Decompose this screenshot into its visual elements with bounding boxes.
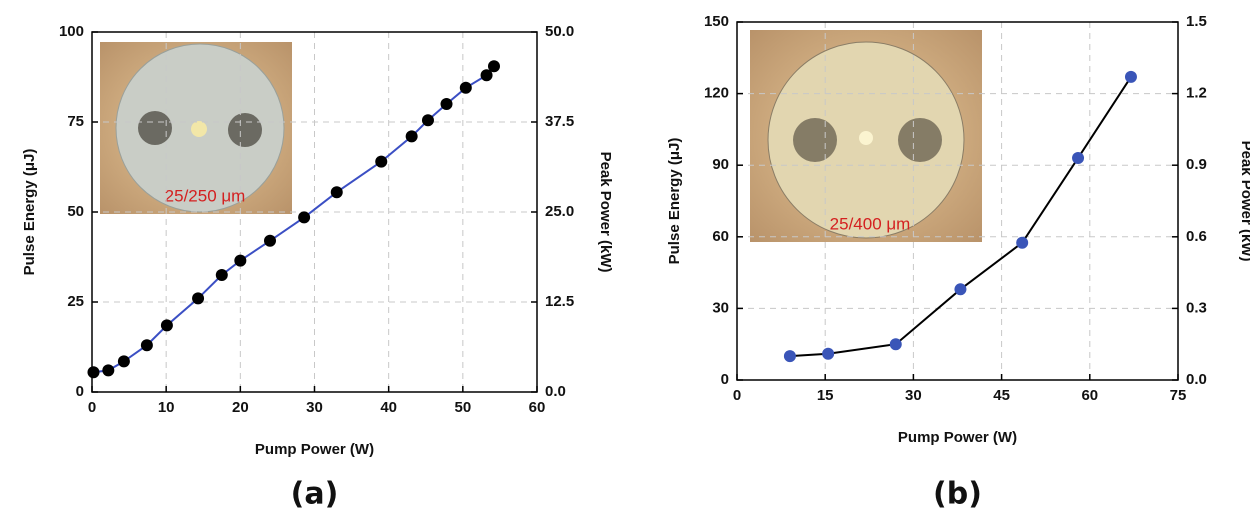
x-tick-label: 40 <box>380 399 397 416</box>
data-point <box>889 338 902 351</box>
y2-tick-label: 0.6 <box>1186 228 1207 245</box>
inset-a: 25/250 μm <box>100 42 292 214</box>
y2-axis-label: Peak Power (kW) <box>1238 141 1250 262</box>
data-point <box>1124 70 1137 83</box>
y2-tick-label: 37.5 <box>545 113 574 130</box>
y2-tick-label: 0.9 <box>1186 156 1207 173</box>
y-tick-label: 90 <box>712 156 729 173</box>
y-tick-label: 50 <box>67 203 84 220</box>
data-point <box>421 114 434 127</box>
caption: (a) <box>291 477 339 512</box>
y-tick-label: 60 <box>712 228 729 245</box>
x-tick-label: 30 <box>306 399 323 416</box>
inset-label: 25/400 μm <box>830 214 911 233</box>
caption: (b) <box>933 477 982 512</box>
y-tick-label: 25 <box>67 293 84 310</box>
data-point <box>783 350 796 363</box>
x-tick-label: 60 <box>1081 387 1098 404</box>
y2-tick-label: 12.5 <box>545 293 574 310</box>
x-tick-label: 0 <box>733 387 741 404</box>
x-tick-label: 30 <box>905 387 922 404</box>
y2-tick-label: 0.3 <box>1186 299 1207 316</box>
y2-tick-label: 0.0 <box>545 383 566 400</box>
inset-label: 25/250 μm <box>165 186 246 205</box>
y-tick-label: 100 <box>59 23 84 40</box>
data-point <box>1072 152 1085 165</box>
x-tick-label: 60 <box>529 399 546 416</box>
x-tick-label: 10 <box>158 399 175 416</box>
x-axis-label: Pump Power (W) <box>255 441 374 458</box>
data-point <box>140 339 153 352</box>
data-point <box>480 69 493 82</box>
data-point <box>264 234 276 247</box>
x-tick-label: 20 <box>232 399 249 416</box>
data-point <box>405 130 418 143</box>
y-axis-label: Pulse Energy (μJ) <box>666 138 683 265</box>
y-tick-label: 30 <box>712 299 729 316</box>
plot-frame <box>736 21 1179 381</box>
y-tick-label: 120 <box>704 85 729 102</box>
data-point <box>487 60 500 73</box>
y2-tick-label: 1.2 <box>1186 85 1207 102</box>
y2-tick-label: 25.0 <box>545 203 574 220</box>
x-tick-label: 15 <box>817 387 834 404</box>
x-tick-label: 50 <box>454 399 471 416</box>
y-tick-label: 0 <box>721 371 729 388</box>
x-tick-label: 75 <box>1170 387 1187 404</box>
y2-tick-label: 0.0 <box>1186 371 1207 388</box>
data-point <box>102 364 115 377</box>
y2-tick-label: 1.5 <box>1186 13 1207 30</box>
y-axis-label: Pulse Energy (μJ) <box>21 149 38 276</box>
data-point <box>160 319 173 332</box>
data-point <box>192 292 205 305</box>
data-point <box>117 355 130 368</box>
data-point <box>1016 236 1029 249</box>
y-tick-label: 0 <box>76 383 84 400</box>
data-point <box>215 269 228 281</box>
y-tick-label: 150 <box>704 13 729 30</box>
data-point <box>822 347 835 360</box>
y-tick-label: 75 <box>67 113 84 130</box>
data-point <box>375 155 388 168</box>
data-point <box>298 211 311 224</box>
x-axis-label: Pump Power (W) <box>898 429 1017 446</box>
plot-frame <box>91 31 538 393</box>
x-tick-label: 0 <box>88 399 96 416</box>
y2-tick-label: 50.0 <box>545 23 574 40</box>
data-point <box>87 366 100 379</box>
data-point <box>234 254 247 267</box>
data-point <box>954 283 967 296</box>
y2-axis-label: Peak Power (kW) <box>597 152 614 273</box>
data-point <box>459 81 472 94</box>
data-point <box>440 98 453 110</box>
inset-b: 25/400 μm <box>750 30 982 242</box>
x-tick-label: 45 <box>993 387 1010 404</box>
data-point <box>330 186 343 199</box>
